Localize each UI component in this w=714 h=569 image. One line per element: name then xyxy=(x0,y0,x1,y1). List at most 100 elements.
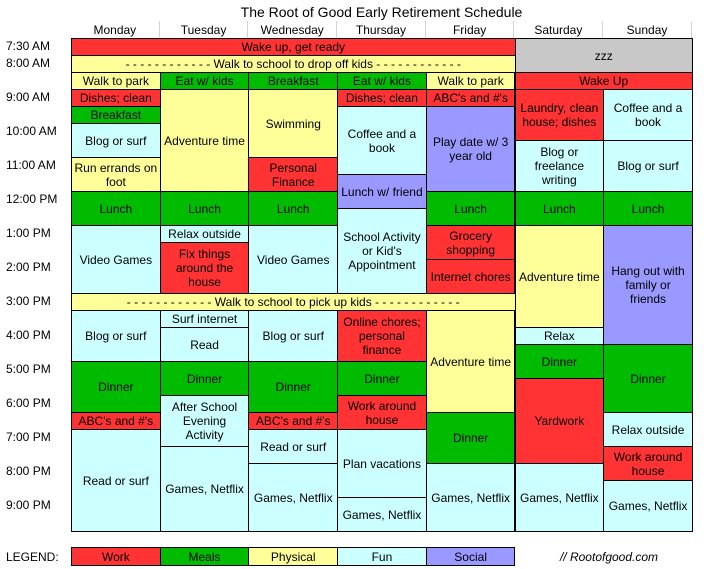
day-header-friday: Friday xyxy=(426,21,515,38)
event-lunch: Lunch xyxy=(71,191,161,226)
event-blog-or-surf: Blog or surf xyxy=(603,140,693,192)
event-fix-things-around-the-house: Fix things around the house xyxy=(159,242,250,294)
event-blog-or-freelance-writing: Blog or freelance writing xyxy=(514,140,605,192)
event-relax-outside: Relax outside xyxy=(159,225,250,243)
event-hang-out-with-family-or-friend: Hang out with family or friends xyxy=(603,225,693,345)
event-lunch: Lunch xyxy=(514,191,605,226)
event-games-netflix: Games, Netflix xyxy=(514,463,605,532)
event-wake-up: Wake Up xyxy=(514,72,693,90)
event-work-around-house: Work around house xyxy=(603,446,693,481)
event-lunch: Lunch xyxy=(603,191,693,226)
event-after-school-evening-activity: After School Evening Activity xyxy=(159,395,250,447)
event-online-chores-personal-finance: Online chores; personal finance xyxy=(337,310,427,362)
event-dinner: Dinner xyxy=(248,361,339,413)
event-abc-s-and-s: ABC's and #'s xyxy=(425,89,516,107)
page-title: The Root of Good Early Retirement Schedu… xyxy=(240,3,523,20)
time-label: 1:00 PM xyxy=(6,226,51,240)
event-games-netflix: Games, Netflix xyxy=(159,446,250,532)
event-read-or-surf: Read or surf xyxy=(71,429,161,532)
time-label: 2:00 PM xyxy=(6,260,51,274)
day-header-wednesday: Wednesday xyxy=(248,21,338,38)
event-wake-up-get-ready: Wake up, get ready xyxy=(71,38,516,56)
day-header-saturday: Saturday xyxy=(515,21,604,38)
event-abc-s-and-s: ABC's and #'s xyxy=(248,412,339,430)
event-coffee-and-a-book: Coffee and a book xyxy=(337,106,427,175)
legend-label: LEGEND: xyxy=(6,549,59,564)
event-breakfast: Breakfast xyxy=(248,72,339,90)
time-label: 5:00 PM xyxy=(6,362,51,376)
event-relax: Relax xyxy=(514,327,605,345)
time-label: 3:00 PM xyxy=(6,294,51,308)
credit-text: // Rootofgood.com xyxy=(559,549,659,564)
event-games-netflix: Games, Netflix xyxy=(425,463,516,532)
event-yardwork: Yardwork xyxy=(514,378,605,464)
event-adventure-time: Adventure time xyxy=(159,89,250,192)
event-video-games: Video Games xyxy=(248,225,339,294)
time-label: 4:00 PM xyxy=(6,328,51,342)
event-play-date-w-3-year-old: Play date w/ 3 year old xyxy=(425,106,516,192)
event-adventure-time: Adventure time xyxy=(514,225,605,328)
day-header-sunday: Sunday xyxy=(603,21,692,38)
event-dinner: Dinner xyxy=(514,344,605,379)
event-swimming: Swimming xyxy=(248,89,339,158)
event-read-or-surf: Read or surf xyxy=(248,429,339,464)
event-relax-outside: Relax outside xyxy=(603,412,693,447)
event-blog-or-surf: Blog or surf xyxy=(248,310,339,362)
event-lunch-w-friend: Lunch w/ friend xyxy=(337,174,427,209)
time-label: 7:30 AM xyxy=(6,39,51,53)
event-run-errands-on-foot: Run errands on foot xyxy=(71,157,161,192)
event-walk-to-school-to-pick-up-kids: - - - - - - - - - - - - Walk to school t… xyxy=(71,293,516,311)
event-eat-w-kids: Eat w/ kids xyxy=(337,72,427,90)
event-lunch: Lunch xyxy=(248,191,339,226)
day-header-monday: Monday xyxy=(71,21,160,38)
legend-item-work: Work xyxy=(71,547,161,566)
event-plan-vacations: Plan vacations xyxy=(337,429,427,498)
event-dinner: Dinner xyxy=(425,412,516,464)
event-dishes-clean: Dishes; clean xyxy=(337,89,427,107)
event-games-netflix: Games, Netflix xyxy=(603,480,693,532)
day-header-tuesday: Tuesday xyxy=(160,21,249,38)
event-walk-to-park: Walk to park xyxy=(425,72,516,90)
time-label: 9:00 AM xyxy=(6,90,51,104)
time-label: 6:00 PM xyxy=(6,396,51,410)
legend-item-meals: Meals xyxy=(159,547,250,566)
event-school-activity-or-kid-s-appoi: School Activity or Kid's Appointment xyxy=(337,208,427,294)
event-internet-chores: Internet chores xyxy=(425,259,516,294)
event-adventure-time: Adventure time xyxy=(425,310,516,413)
event-dinner: Dinner xyxy=(603,344,693,413)
event-games-netflix: Games, Netflix xyxy=(248,463,339,532)
legend-item-fun: Fun xyxy=(337,547,427,566)
event-walk-to-park: Walk to park xyxy=(71,72,161,90)
event-dishes-clean: Dishes; clean xyxy=(71,89,161,107)
legend-item-social: Social xyxy=(425,547,516,566)
time-label: 11:00 AM xyxy=(6,158,56,172)
event-coffee-and-a-book: Coffee and a book xyxy=(603,89,693,141)
event-lunch: Lunch xyxy=(425,191,516,226)
time-label: 10:00 AM xyxy=(6,124,57,138)
time-label: 8:00 PM xyxy=(6,464,51,478)
legend-item-physical: Physical xyxy=(248,547,339,566)
event-games-netflix: Games, Netflix xyxy=(337,497,427,532)
event-grocery-shopping: Grocery shopping xyxy=(425,225,516,260)
day-header-thursday: Thursday xyxy=(337,21,426,38)
event-dinner: Dinner xyxy=(71,361,161,413)
event-work-around-house: Work around house xyxy=(337,395,427,430)
event-dinner: Dinner xyxy=(159,361,250,396)
event-breakfast: Breakfast xyxy=(71,106,161,124)
event-read: Read xyxy=(159,327,250,362)
time-label: 8:00 AM xyxy=(6,56,51,70)
event-zzz: zzz xyxy=(514,38,693,73)
time-label: 7:00 PM xyxy=(6,430,51,444)
event-video-games: Video Games xyxy=(71,225,161,294)
event-lunch: Lunch xyxy=(159,191,250,226)
time-label: 9:00 PM xyxy=(6,498,51,512)
event-blog-or-surf: Blog or surf xyxy=(71,310,161,362)
event-walk-to-school-to-drop-off-kid: - - - - - - - - - - - - Walk to school t… xyxy=(71,55,516,73)
event-eat-w-kids: Eat w/ kids xyxy=(159,72,250,90)
event-surf-internet: Surf internet xyxy=(159,310,250,328)
event-abc-s-and-s: ABC's and #'s xyxy=(71,412,161,430)
event-personal-finance: Personal Finance xyxy=(248,157,339,192)
time-label: 12:00 PM xyxy=(6,192,58,206)
event-dinner: Dinner xyxy=(337,361,427,396)
